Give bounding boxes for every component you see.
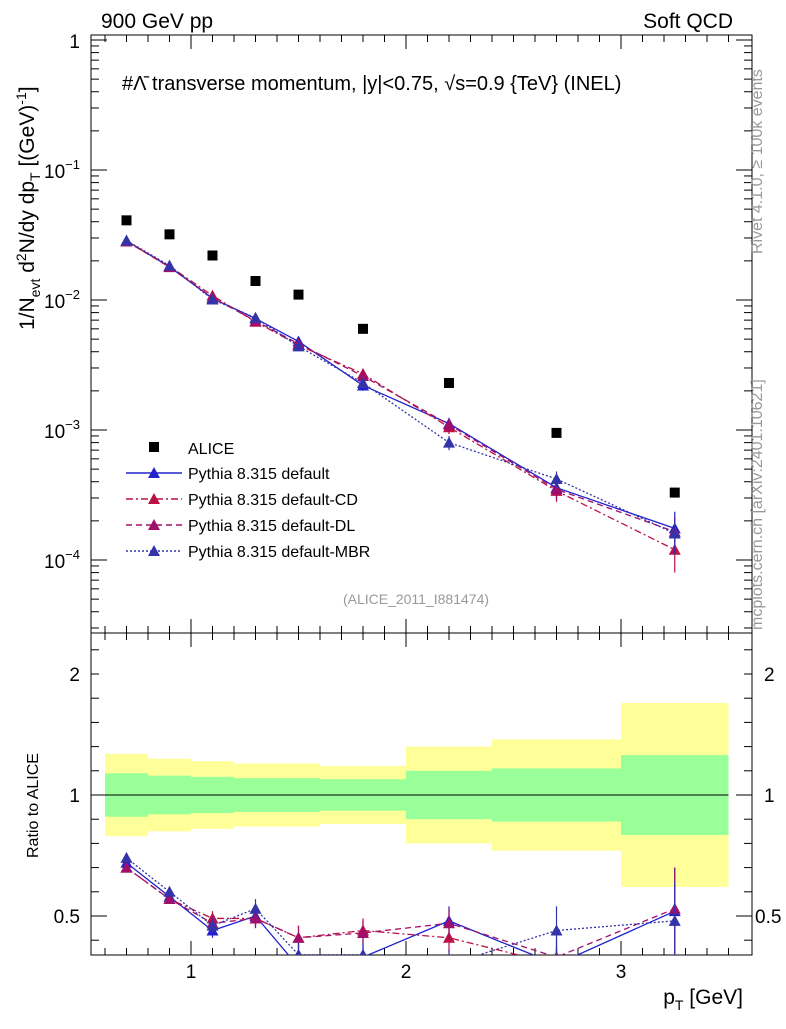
- series-point-pythia-8-315-default-mbr: [163, 259, 176, 271]
- x-tick-label-3: 3: [616, 962, 627, 983]
- reference-point-alice: [444, 377, 454, 388]
- legend-label-default-mbr: Pythia 8.315 default-MBR: [188, 544, 370, 561]
- series-line-pythia-8-315-default-dl: [126, 240, 675, 533]
- ratio-point-pythia-8-315-default-mbr: [163, 885, 176, 897]
- y-tick-label-1e-4: 10−4: [44, 547, 80, 573]
- series-point-pythia-8-315-default-dl: [357, 370, 369, 382]
- ratio-point-pythia-8-315-default-dl: [292, 931, 305, 943]
- ratio-point-pythia-8-315-default-dl: [443, 917, 455, 929]
- ratio-line-pythia-8-315-default-dl: [126, 867, 675, 955]
- series-point-pythia-8-315-default-mbr: [120, 234, 133, 246]
- ratio-point-pythia-8-315-default-mbr: [668, 914, 681, 926]
- legend-marker-default: [148, 467, 160, 478]
- ratio-frame: [90, 632, 753, 956]
- ratio-line-pythia-8-315-default-cd: [126, 867, 522, 955]
- y-tick-label-1e-3: 10−3: [44, 417, 80, 443]
- ratio-tick-label-0.5: 0.5: [54, 907, 80, 928]
- ratio-point-pythia-8-315-default-mbr: [359, 948, 367, 955]
- main-series: [120, 234, 681, 573]
- ratio-point-pythia-8-315-default-mbr: [206, 919, 219, 931]
- ratio-point-pythia-8-315-default-mbr: [295, 948, 302, 955]
- ratio-point-pythia-8-315-default-dl: [357, 926, 369, 938]
- axis-ticks: [91, 35, 752, 955]
- ratio-point-pythia-8-315-default-dl: [163, 893, 176, 905]
- plot-title: #Λ̄ transverse momentum, |y|<0.75, √s=0.…: [122, 73, 621, 95]
- ratio-line-pythia-8-315-default: [126, 862, 676, 955]
- reference-points: [121, 215, 680, 498]
- legend-label-default-dl: Pythia 8.315 default-DL: [188, 518, 355, 535]
- ratio-point-pythia-8-315-default-mbr: [120, 851, 133, 863]
- header-left: 900 GeV pp: [101, 10, 213, 33]
- y-tick-label-1: 1: [69, 32, 80, 53]
- legend: ALICE Pythia 8.315 default Pythia 8.315 …: [126, 441, 370, 561]
- legend-marker-default-mbr: [148, 545, 160, 556]
- x-axis-title: pT [GeV]: [663, 986, 743, 1013]
- reference-point-alice: [293, 289, 304, 300]
- reference-point-alice: [669, 487, 680, 498]
- ratio-tick-label-0.5-right: 0.5: [755, 907, 781, 928]
- series-point-pythia-8-315-default-mbr: [357, 376, 369, 388]
- y-axis-title: 1/Nevt d2N/dy dpT [(GeV)-1]: [13, 86, 43, 330]
- ratio-line-pythia-8-315-default-mbr: [126, 857, 675, 955]
- analysis-tag: (ALICE_2011_I881474): [343, 591, 489, 607]
- mcplots-source-label: mcplots.cern.ch [arXiv:2401.10621]: [749, 379, 766, 630]
- reference-point-alice: [207, 250, 218, 261]
- reference-point-alice: [551, 427, 562, 438]
- ratio-axis-title: Ratio to ALICE: [25, 753, 42, 858]
- series-point-pythia-8-315-default-dl: [443, 418, 455, 430]
- ratio-point-pythia-8-315-default-mbr: [249, 902, 262, 914]
- series-point-pythia-8-315-default-mbr: [292, 340, 305, 352]
- ratio-point-pythia-8-315-default-mbr: [550, 924, 563, 936]
- series-point-pythia-8-315-default-mbr: [249, 311, 262, 323]
- reference-point-alice: [250, 276, 261, 287]
- series-point-pythia-8-315-default-mbr: [206, 293, 219, 305]
- reference-point-alice: [358, 323, 368, 334]
- ratio-point-pythia-8-315-default-cd: [669, 961, 681, 972]
- y-tick-label-1e-2: 10−2: [44, 287, 80, 313]
- ratio-tick-label-2: 2: [69, 665, 80, 686]
- series-point-pythia-8-315-default-mbr: [443, 436, 455, 448]
- series-line-pythia-8-315-default-mbr: [126, 239, 676, 535]
- y-tick-label-1e-1: 10−1: [44, 157, 80, 183]
- ratio-point-pythia-8-315-default: [551, 958, 563, 969]
- series-point-pythia-8-315-default-dl: [550, 483, 563, 495]
- legend-marker-default-dl: [148, 519, 160, 530]
- rivet-version-label: Rivet 4.1.0, ≥ 100k events: [749, 69, 766, 254]
- series-line-pythia-8-315-default: [126, 240, 675, 530]
- ratio-point-pythia-8-315-default-cd: [551, 958, 563, 969]
- ratio-point-pythia-8-315-default-mbr: [443, 958, 455, 969]
- series-point-pythia-8-315-default-mbr: [668, 527, 681, 539]
- ratio-point-pythia-8-315-default-dl: [120, 861, 133, 873]
- legend-label-default: Pythia 8.315 default: [188, 466, 330, 483]
- ratio-tick-label-1-right: 1: [764, 786, 775, 807]
- legend-marker-default-cd: [148, 493, 160, 504]
- x-tick-label-1: 1: [186, 962, 197, 983]
- legend-label-default-cd: Pythia 8.315 default-CD: [188, 492, 358, 509]
- legend-label-alice: ALICE: [188, 441, 234, 458]
- ratio-series: [120, 851, 681, 972]
- reference-point-alice: [164, 229, 175, 240]
- reference-point-alice: [121, 215, 132, 226]
- legend-marker-alice: [149, 442, 159, 452]
- ratio-tick-label-1: 1: [69, 786, 80, 807]
- x-tick-label-2: 2: [401, 962, 412, 983]
- series-point-pythia-8-315-default-mbr: [550, 472, 563, 484]
- header-right: Soft QCD: [643, 10, 733, 33]
- ratio-tick-label-2-right: 2: [764, 665, 775, 686]
- ratio-point-pythia-8-315-default: [293, 961, 305, 972]
